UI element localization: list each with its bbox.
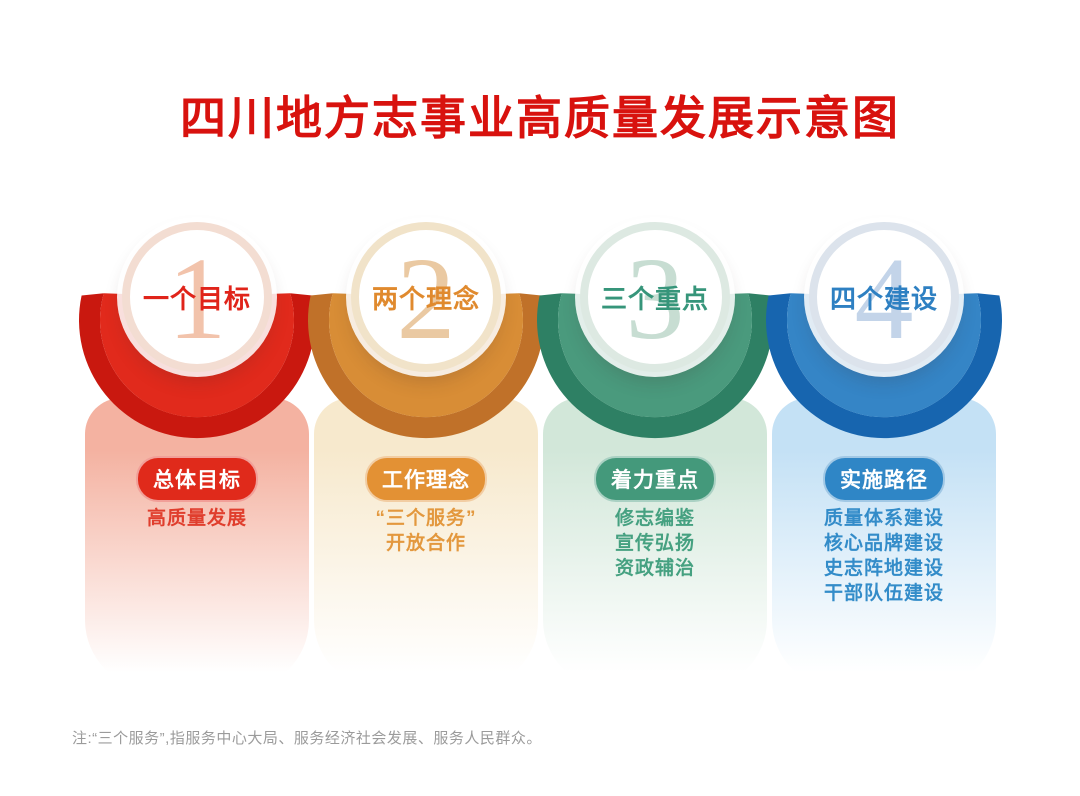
collar-outer-band — [308, 293, 544, 439]
collar-arc — [766, 293, 1002, 439]
circle-label: 一个目标 — [142, 283, 251, 314]
step-circle: 2 两个理念 — [351, 222, 501, 372]
list-item: 高质量发展 — [146, 508, 247, 529]
section-badge: 工作理念 — [365, 456, 487, 502]
circle-label: 两个理念 — [371, 283, 480, 314]
item-list: 高质量发展 — [77, 506, 317, 531]
column-body — [543, 398, 767, 690]
column-body — [314, 398, 538, 690]
step-circle: 3 三个重点 — [580, 222, 730, 372]
collar-inner-band — [329, 293, 523, 418]
list-item: 质量体系建设 — [823, 508, 944, 529]
list-item: “三个服务” — [375, 508, 477, 529]
list-item: 宣传弘扬 — [614, 533, 695, 554]
watermark-number: 1 — [167, 233, 227, 364]
circle-label: 三个重点 — [600, 283, 709, 314]
column-body — [772, 398, 996, 690]
column-body — [85, 398, 309, 690]
page-title: 四川地方志事业高质量发展示意图 — [180, 93, 900, 144]
column-one-goal: 1 一个目标 总体目标 高质量发展 — [77, 0, 317, 796]
section-badge: 着力重点 — [594, 456, 716, 502]
section-badge: 实施路径 — [823, 456, 945, 502]
collar-arc — [78, 293, 315, 439]
step-circle: 1 一个目标 — [122, 222, 272, 372]
item-list: “三个服务” 开放合作 — [306, 506, 546, 556]
item-list: 质量体系建设 核心品牌建设 史志阵地建设 干部队伍建设 — [764, 506, 1004, 606]
list-item: 修志编鉴 — [614, 508, 695, 529]
list-item: 核心品牌建设 — [823, 533, 944, 554]
list-item: 开放合作 — [385, 533, 466, 554]
watermark-number: 3 — [625, 233, 685, 364]
collar-inner-band — [558, 293, 752, 418]
watermark-number: 4 — [854, 233, 914, 364]
collar-inner-band — [99, 293, 294, 418]
footnote: 注:“三个服务”,指服务中心大局、服务经济社会发展、服务人民群众。 — [72, 730, 542, 747]
step-circle: 4 四个建设 — [809, 222, 959, 372]
list-item: 史志阵地建设 — [823, 558, 944, 579]
watermark-number: 2 — [396, 233, 456, 364]
circle-label: 四个建设 — [829, 283, 938, 314]
collar-outer-band — [537, 293, 773, 439]
collar-outer-band — [766, 293, 1002, 439]
collar-arc — [308, 293, 544, 439]
list-item: 干部队伍建设 — [823, 583, 944, 604]
item-list: 修志编鉴 宣传弘扬 资政辅治 — [535, 506, 775, 581]
list-item: 资政辅治 — [614, 558, 695, 579]
column-four-constructions: 4 四个建设 实施路径 质量体系建设 核心品牌建设 史志阵地建设 干部队伍建设 — [764, 0, 1004, 796]
section-badge: 总体目标 — [136, 456, 258, 502]
collar-outer-band — [78, 293, 315, 439]
column-three-priorities: 3 三个重点 着力重点 修志编鉴 宣传弘扬 资政辅治 — [535, 0, 775, 796]
column-two-concepts: 2 两个理念 工作理念 “三个服务” 开放合作 — [306, 0, 546, 796]
collar-inner-band — [787, 293, 981, 418]
collar-arc — [537, 293, 773, 439]
